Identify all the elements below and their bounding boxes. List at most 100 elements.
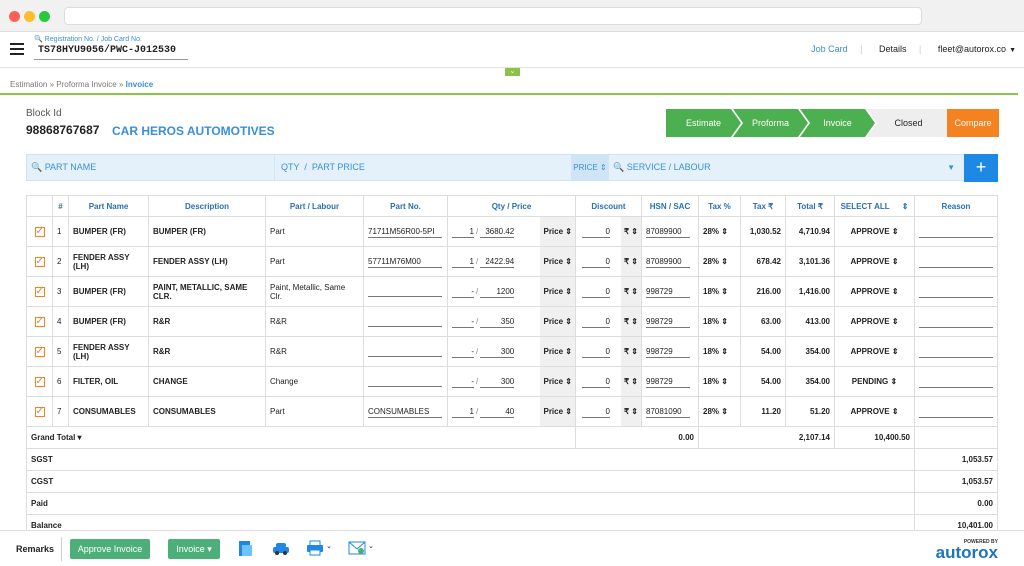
select-all[interactable]: SELECT ALL ⇕ [834, 195, 915, 217]
price-type-select[interactable]: Price ⇕ [540, 277, 575, 306]
nav-details[interactable]: Details [878, 44, 907, 54]
price-input[interactable]: 300 [480, 346, 515, 358]
price-type-select[interactable]: Price ⇕ [540, 337, 575, 366]
qty-input[interactable]: - [452, 376, 474, 388]
tax-select[interactable]: 18% ⇕ [698, 276, 741, 307]
document-icon[interactable] [237, 540, 253, 556]
discount-type-select[interactable]: ₹ ⇕ [620, 307, 641, 336]
discount-input[interactable]: 0 [582, 256, 610, 268]
discount-input[interactable]: 0 [582, 346, 610, 358]
hsn-input[interactable]: 998729 [646, 346, 690, 358]
price-type-select[interactable]: Price ⇕ [540, 367, 575, 396]
part-no-input[interactable]: CONSUMABLES [368, 406, 442, 418]
minimize-window-icon[interactable] [24, 11, 35, 22]
discount-type-select[interactable]: ₹ ⇕ [620, 277, 641, 306]
maximize-window-icon[interactable] [39, 11, 50, 22]
approval-select[interactable]: APPROVE ⇕ [834, 276, 915, 307]
grand-total-label[interactable]: Grand Total ▾ [26, 426, 576, 449]
collapse-toggle-icon[interactable]: ⌄ [505, 68, 520, 76]
price-type-select[interactable]: Price ⇕ [540, 307, 575, 336]
price-input[interactable]: 2422.94 [480, 256, 515, 268]
approval-select[interactable]: APPROVE ⇕ [834, 396, 915, 427]
price-type-select[interactable]: Price ⇕ [540, 397, 575, 426]
price-input[interactable]: 300 [480, 376, 515, 388]
price-type-select[interactable]: Price ⇕ [540, 247, 575, 276]
discount-type-select[interactable]: ₹ ⇕ [620, 397, 641, 426]
nav-user[interactable]: fleet@autorox.co [937, 44, 1007, 54]
tax-select[interactable]: 18% ⇕ [698, 306, 741, 337]
compare-button[interactable]: Compare [947, 109, 999, 137]
price-select[interactable]: PRICE ⇕ [571, 155, 609, 180]
invoice-menu-button[interactable]: Invoice ▾ [168, 539, 220, 559]
tax-select[interactable]: 28% ⇕ [698, 246, 741, 277]
row-checkbox[interactable]: ✓ [26, 306, 53, 337]
qty-input[interactable]: 1 [452, 226, 474, 238]
discount-input[interactable]: 0 [582, 286, 610, 298]
price-input[interactable]: 1200 [480, 286, 515, 298]
hsn-input[interactable]: 87089900 [646, 256, 690, 268]
part-no-input[interactable] [368, 285, 442, 297]
approval-select[interactable]: PENDING ⇕ [834, 366, 915, 397]
reason-input[interactable] [919, 406, 993, 418]
reason-input[interactable] [919, 226, 993, 238]
approval-select[interactable]: APPROVE ⇕ [834, 336, 915, 367]
qty-input[interactable]: - [452, 286, 474, 298]
tax-select[interactable]: 18% ⇕ [698, 366, 741, 397]
dropdown-arrow-icon[interactable]: ▼ [947, 163, 955, 172]
crumb-estimation[interactable]: Estimation [10, 80, 48, 89]
discount-input[interactable]: 0 [582, 406, 610, 418]
chevron-down-icon[interactable]: ▼ [1009, 47, 1016, 54]
row-checkbox[interactable]: ✓ [26, 396, 53, 427]
row-checkbox[interactable]: ✓ [26, 276, 53, 307]
part-no-input[interactable]: 57711M76M00 [368, 256, 442, 268]
hsn-input[interactable]: 87081090 [646, 406, 690, 418]
row-checkbox[interactable]: ✓ [26, 246, 53, 277]
discount-type-select[interactable]: ₹ ⇕ [620, 367, 641, 396]
close-window-icon[interactable] [9, 11, 20, 22]
part-name-input[interactable]: 🔍 PART NAME [31, 155, 275, 180]
qty-input[interactable]: - [452, 316, 474, 328]
discount-input[interactable]: 0 [582, 316, 610, 328]
tax-select[interactable]: 28% ⇕ [698, 396, 741, 427]
discount-input[interactable]: 0 [582, 376, 610, 388]
service-labour-input[interactable]: 🔍 SERVICE / LABOUR ▼ [613, 155, 963, 180]
discount-type-select[interactable]: ₹ ⇕ [620, 337, 641, 366]
price-type-select[interactable]: Price ⇕ [540, 217, 575, 246]
step-estimate[interactable]: Estimate [666, 109, 741, 137]
email-icon[interactable]: ⌄ [348, 540, 376, 556]
add-item-button[interactable]: + [964, 154, 998, 182]
qty-price-input[interactable]: QTY / PART PRICE [281, 162, 365, 172]
tax-select[interactable]: 18% ⇕ [698, 336, 741, 367]
qty-input[interactable]: 1 [452, 256, 474, 268]
reg-input[interactable]: TS78HYU9056/PWC-J012530 [34, 44, 188, 60]
row-checkbox[interactable]: ✓ [26, 366, 53, 397]
approval-select[interactable]: APPROVE ⇕ [834, 306, 915, 337]
reason-input[interactable] [919, 316, 993, 328]
menu-icon[interactable] [10, 43, 24, 55]
crumb-proforma[interactable]: Proforma Invoice [56, 80, 117, 89]
part-no-input[interactable] [368, 315, 442, 327]
print-icon[interactable]: ⌄ [306, 540, 332, 556]
discount-type-select[interactable]: ₹ ⇕ [620, 217, 641, 246]
step-invoice[interactable]: Invoice [800, 109, 875, 137]
approve-invoice-button[interactable]: Approve Invoice [70, 539, 150, 559]
step-proforma[interactable]: Proforma [733, 109, 808, 137]
nav-job-card[interactable]: Job Card [811, 44, 848, 54]
row-checkbox[interactable]: ✓ [26, 216, 53, 247]
approval-select[interactable]: APPROVE ⇕ [834, 246, 915, 277]
hsn-input[interactable]: 998729 [646, 316, 690, 328]
price-input[interactable]: 3680.42 [480, 226, 515, 238]
qty-input[interactable]: - [452, 346, 474, 358]
reason-input[interactable] [919, 256, 993, 268]
price-input[interactable]: 40 [480, 406, 515, 418]
reason-input[interactable] [919, 346, 993, 358]
hsn-input[interactable]: 998729 [646, 286, 690, 298]
hsn-input[interactable]: 87089900 [646, 226, 690, 238]
row-checkbox[interactable]: ✓ [26, 336, 53, 367]
discount-type-select[interactable]: ₹ ⇕ [620, 247, 641, 276]
tax-select[interactable]: 28% ⇕ [698, 216, 741, 247]
part-no-input[interactable] [368, 375, 442, 387]
reason-input[interactable] [919, 286, 993, 298]
car-icon[interactable] [272, 540, 289, 556]
approval-select[interactable]: APPROVE ⇕ [834, 216, 915, 247]
